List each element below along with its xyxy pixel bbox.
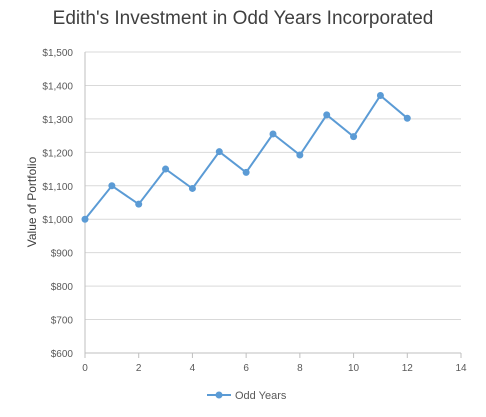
legend: Odd Years — [207, 390, 287, 402]
data-point — [215, 148, 223, 156]
x-tick-label: 10 — [348, 363, 360, 374]
y-tick-label: $1,100 — [42, 182, 73, 193]
data-point — [323, 111, 331, 119]
data-point — [350, 133, 358, 141]
chart-title: Edith's Investment in Odd Years Incorpor… — [52, 8, 434, 29]
y-tick-label: $800 — [51, 282, 74, 293]
legend-label: Odd Years — [235, 390, 287, 402]
y-tick-label: $1,300 — [42, 115, 73, 126]
data-point — [242, 168, 250, 176]
x-tick-label: 2 — [136, 363, 142, 374]
data-point — [188, 184, 196, 192]
x-tick-label: 14 — [455, 363, 467, 374]
data-point — [296, 151, 304, 159]
legend-swatch-marker — [215, 391, 223, 399]
data-point — [269, 130, 277, 138]
x-tick-label: 12 — [402, 363, 414, 374]
y-tick-label: $1,400 — [42, 81, 73, 92]
y-tick-label: $1,500 — [42, 48, 73, 59]
x-tick-label: 0 — [82, 363, 88, 374]
series-line — [84, 94, 408, 220]
x-tick-label: 6 — [243, 363, 249, 374]
y-tick-label: $1,200 — [42, 148, 73, 159]
y-axis-label: Value of Portfolio — [25, 156, 39, 247]
y-tick-label: $1,000 — [42, 215, 73, 226]
y-tick-label: $700 — [51, 316, 74, 327]
x-tick-label: 8 — [297, 363, 303, 374]
data-point — [108, 182, 116, 190]
y-tick-label: $600 — [51, 349, 74, 360]
y-tick-label: $900 — [51, 249, 74, 260]
x-tick-label: 4 — [190, 363, 196, 374]
data-point — [376, 91, 384, 99]
data-point — [81, 215, 89, 223]
data-point — [162, 165, 170, 173]
data-point — [135, 200, 143, 208]
data-point — [403, 114, 411, 122]
